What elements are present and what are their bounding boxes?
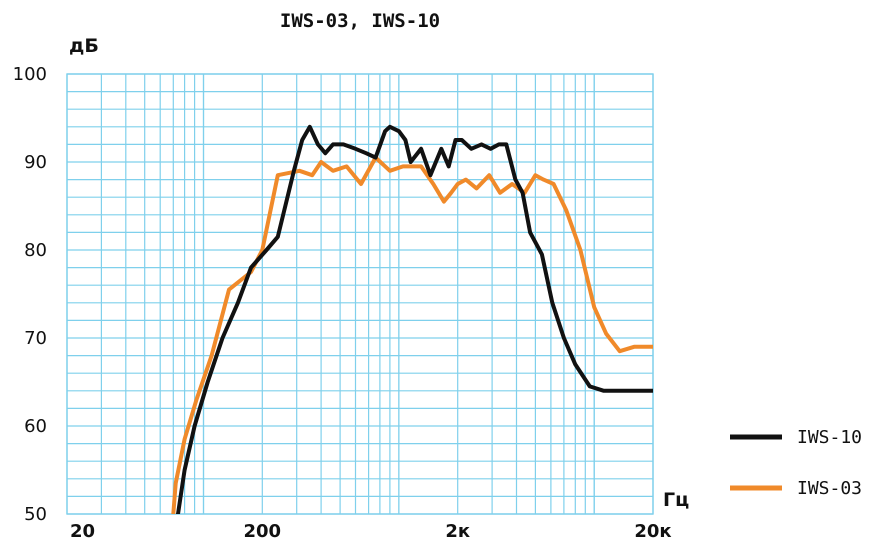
x-axis-label: Гц [663,489,689,511]
y-tick-label: 80 [24,240,47,261]
x-tick-label: 2к [445,521,470,541]
plot-border [66,73,654,515]
y-tick-label: 100 [13,64,47,85]
y-axis-ticks: 50 60 70 80 90 100 [13,64,47,525]
x-axis-ticks: 20 200 2к 20к [70,521,672,541]
y-tick-label: 60 [24,416,47,437]
chart-title: IWS-03, IWS-10 [280,10,440,32]
series-layer [171,124,653,514]
y-tick-label: 50 [24,504,47,525]
legend: IWS-10 IWS-03 [730,427,862,499]
y-tick-label: 70 [24,328,47,349]
x-tick-label: 20 [70,521,95,541]
y-tick-label: 90 [24,152,47,173]
y-axis-label: дБ [69,35,99,57]
plot-area [67,74,653,514]
legend-label: IWS-03 [797,478,862,499]
series-line-iws-10 [176,124,653,514]
x-tick-label: 20к [634,521,671,541]
legend-label: IWS-10 [797,427,862,448]
grid [66,73,654,515]
x-tick-label: 200 [244,521,282,541]
